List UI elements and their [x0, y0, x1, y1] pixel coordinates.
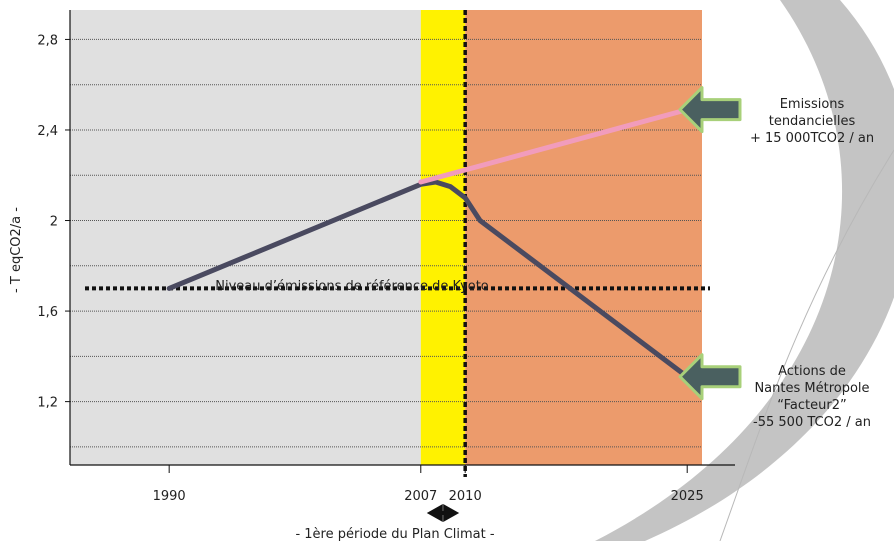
annotation-0-line-1: tendancielles — [769, 114, 856, 129]
period-band-0 — [70, 10, 421, 465]
period-arrow-left-head — [426, 504, 443, 522]
y-tick-label-4: 2,8 — [37, 33, 58, 48]
x-tick-label-1: 2007 — [404, 489, 437, 504]
swoosh-band — [595, 0, 894, 541]
plot-area — [70, 10, 710, 477]
annotation-1: Actions de Nantes Métropole “Facteur2” -55 … — [753, 364, 871, 430]
period-arrow-right-head — [443, 504, 460, 522]
x-tick-label-2: 2010 — [449, 489, 482, 504]
x-tick-label-3: 2025 — [671, 489, 704, 504]
series-line-1 — [418, 107, 690, 185]
y-tick-label-3: 2,4 — [37, 124, 58, 139]
labels: 1,2 1,6 2 2,4 2,8 1990 2007 2010 2025 Emissions te… — [37, 33, 874, 522]
background-swoosh — [595, 0, 894, 541]
annotation-1-line-2: “Facteur2” — [777, 398, 846, 413]
x-tick-label-0: 1990 — [153, 489, 186, 504]
swoosh-line — [719, 149, 894, 541]
annotation-1-line-0: Actions de — [778, 364, 846, 379]
annotation-1-line-1: Nantes Métropole — [754, 381, 869, 396]
annotation-arrow-0 — [678, 86, 742, 134]
annotation-arrow-1 — [678, 353, 742, 401]
y-tick-label-0: 1,2 — [37, 396, 58, 411]
annotation-0-line-0: Emissions — [780, 97, 845, 112]
y-tick-label-2: 2 — [50, 215, 58, 230]
period-arrow-label: - 1ère période du Plan Climat - — [295, 527, 494, 541]
period-band-1 — [420, 10, 466, 465]
reference-line-label: Niveau d’émissions de référence de Kyoto — [215, 279, 489, 294]
annotation-1-line-3: -55 500 TCO2 / an — [753, 415, 871, 430]
annotation-0-line-2: + 15 000TCO2 / an — [750, 131, 874, 146]
annotation-0: Emissions tendancielles + 15 000TCO2 / an — [750, 97, 874, 146]
y-axis-label: - T eqCO2/a - — [9, 207, 24, 293]
axes — [65, 10, 735, 473]
y-tick-label-1: 1,6 — [37, 305, 58, 320]
